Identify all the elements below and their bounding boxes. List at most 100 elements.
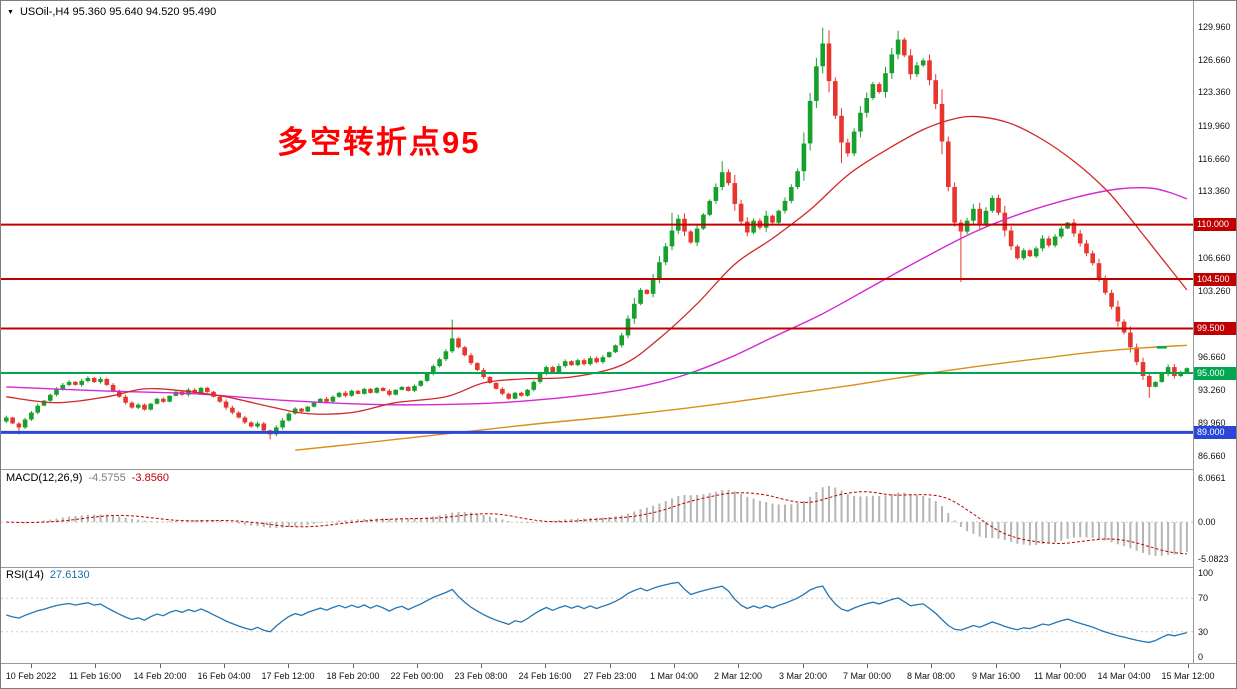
candle-body xyxy=(833,81,838,116)
rsi-canvas[interactable] xyxy=(1,568,1193,662)
price-axis-label: 96.660 xyxy=(1198,352,1226,362)
candle-body xyxy=(1128,332,1133,348)
candle-body xyxy=(1046,238,1052,246)
candle-body xyxy=(475,363,480,370)
candle-body xyxy=(826,43,832,82)
candle-body xyxy=(933,80,938,104)
time-label: 11 Feb 16:00 xyxy=(68,671,122,681)
time-axis-tick xyxy=(1124,664,1125,668)
candle-body xyxy=(10,417,15,424)
candle-body xyxy=(1121,321,1127,333)
candle-body xyxy=(85,378,91,381)
rsi-axis-label: 70 xyxy=(1198,593,1209,603)
price-level-badge: 104.500 xyxy=(1194,273,1236,286)
rsi-axis-label: 0 xyxy=(1198,652,1204,662)
candle-body xyxy=(1040,238,1045,249)
candle-body xyxy=(4,417,9,422)
time-label: 22 Feb 00:00 xyxy=(390,671,444,681)
candle-body xyxy=(255,423,260,427)
candle-body xyxy=(914,65,920,75)
candle-body xyxy=(625,318,631,336)
time-label: 2 Mar 12:00 xyxy=(713,671,763,681)
price-axis-label: 93.260 xyxy=(1198,385,1226,395)
rsi-axis-label: 100 xyxy=(1198,568,1214,578)
candle-body xyxy=(606,352,612,358)
candle-body xyxy=(399,386,405,390)
candle-body xyxy=(1184,368,1190,373)
time-label: 9 Mar 16:00 xyxy=(971,671,1021,681)
candle-body xyxy=(1021,250,1026,259)
price-axis-label: 129.960 xyxy=(1198,22,1231,32)
candle-body xyxy=(500,388,505,394)
panel-separator[interactable] xyxy=(1,469,1236,470)
candle-body xyxy=(393,389,398,395)
candle-body xyxy=(48,394,53,401)
candle-body xyxy=(437,359,442,367)
candle-body xyxy=(952,187,957,223)
candle-body xyxy=(1002,212,1008,231)
time-axis-tick xyxy=(1188,664,1189,668)
candle-body xyxy=(148,403,153,410)
panel-separator[interactable] xyxy=(1,567,1236,568)
time-label: 8 Mar 08:00 xyxy=(906,671,956,681)
macd-histogram xyxy=(11,486,1188,556)
candle-body xyxy=(707,200,712,215)
candle-body xyxy=(719,172,725,187)
candle-body xyxy=(1033,248,1039,257)
candle-body xyxy=(650,278,656,294)
candle-body xyxy=(173,391,179,396)
candle-body xyxy=(292,408,298,414)
candle-body xyxy=(619,335,624,346)
price-axis[interactable]: 129.960 126.660 123.360 119.960 116.660 113.3… xyxy=(1193,1,1236,663)
candle-body xyxy=(581,360,587,365)
price-axis-label: 119.960 xyxy=(1198,121,1230,131)
candle-body xyxy=(1027,250,1033,257)
macd-canvas[interactable] xyxy=(1,471,1193,566)
candle-body xyxy=(1134,347,1139,363)
candle-body xyxy=(135,404,141,408)
time-axis-tick xyxy=(738,664,739,668)
candle-body xyxy=(424,374,430,381)
candle-body xyxy=(205,387,210,392)
candle-body xyxy=(1109,292,1114,307)
candle-body xyxy=(110,384,116,391)
candle-body xyxy=(845,142,851,154)
candle-body xyxy=(864,98,869,113)
candles xyxy=(4,27,1190,440)
candle-body xyxy=(29,412,34,420)
candle-body xyxy=(349,390,354,396)
candle-body xyxy=(35,405,40,413)
candle-body xyxy=(418,380,424,386)
price-chart-canvas[interactable] xyxy=(1,1,1193,469)
rsi-value: 27.6130 xyxy=(49,569,90,581)
candle-body xyxy=(512,392,518,399)
candle-body xyxy=(770,215,775,223)
time-label: 1 Mar 04:00 xyxy=(649,671,699,681)
time-axis-tick xyxy=(31,664,32,668)
ma-slow-line xyxy=(295,344,1187,451)
candle-body xyxy=(638,289,643,304)
candle-body xyxy=(493,382,499,389)
candle-body xyxy=(506,393,511,399)
candle-body xyxy=(594,358,599,363)
candle-body xyxy=(977,208,982,224)
time-axis-tick xyxy=(610,664,611,668)
candle-body xyxy=(801,143,807,172)
candle-body xyxy=(431,366,436,374)
candle-body xyxy=(763,215,769,228)
candle-body xyxy=(1015,246,1020,259)
candle-body xyxy=(726,172,731,184)
collapse-icon[interactable]: ▼ xyxy=(7,8,14,16)
candle-body xyxy=(98,379,103,382)
time-label: 10 Feb 2022 xyxy=(5,671,57,681)
candle-body xyxy=(814,66,819,101)
candle-body xyxy=(1147,376,1152,387)
candle-body xyxy=(343,392,348,396)
candle-body xyxy=(91,378,97,382)
candle-body xyxy=(745,221,750,233)
candle-body xyxy=(732,183,738,204)
time-axis[interactable]: 10 Feb 2022 11 Feb 16:00 14 Feb 20:00 16 Fe… xyxy=(1,663,1236,688)
rsi-label: RSI(14) 27.6130 xyxy=(6,569,90,581)
candle-body xyxy=(613,345,618,353)
